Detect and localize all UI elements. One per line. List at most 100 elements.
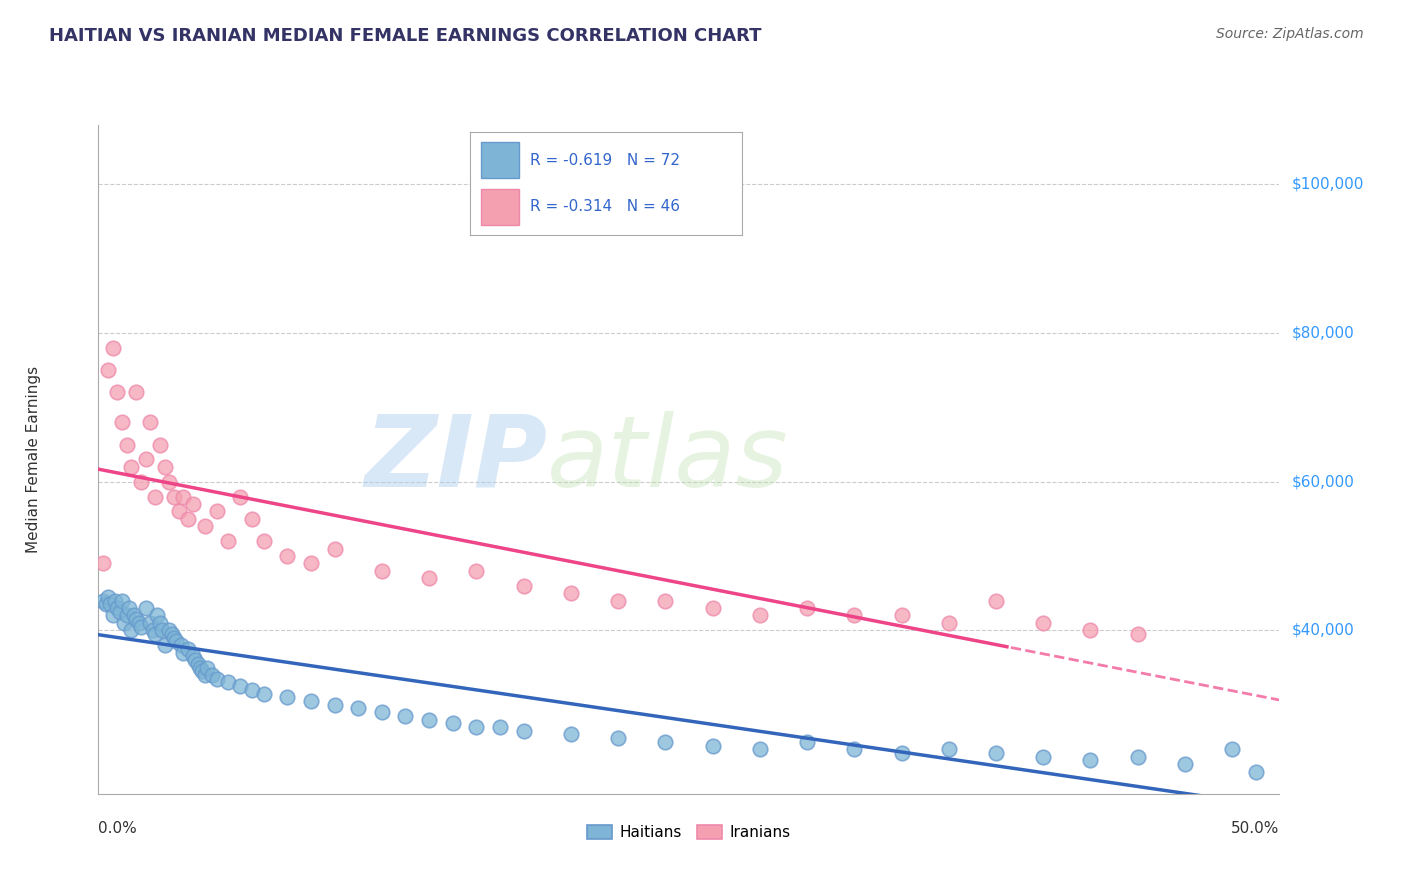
Point (188, 660, 211, 674)
Point (465, 564, 488, 578)
Point (1244, 764, 1267, 779)
Text: HAITIAN VS IRANIAN MEDIAN FEMALE EARNINGS CORRELATION CHART: HAITIAN VS IRANIAN MEDIAN FEMALE EARNING… (49, 27, 762, 45)
Point (111, 415, 134, 429)
Point (1174, 757, 1197, 772)
Point (135, 452, 157, 467)
Point (702, 739, 724, 753)
Point (276, 690, 298, 705)
Point (108, 605, 131, 619)
Point (149, 437, 172, 451)
Point (177, 512, 200, 526)
Point (157, 624, 180, 638)
Point (299, 694, 322, 708)
Point (240, 682, 263, 697)
Point (418, 571, 440, 585)
Point (371, 564, 394, 578)
Point (240, 512, 263, 526)
Point (229, 679, 252, 693)
Point (1032, 749, 1054, 764)
Point (371, 705, 394, 719)
Point (217, 534, 239, 549)
Point (1126, 627, 1149, 641)
Text: Source: ZipAtlas.com: Source: ZipAtlas.com (1216, 27, 1364, 41)
Text: $80,000: $80,000 (1291, 326, 1354, 341)
Point (205, 504, 228, 518)
Point (890, 746, 912, 760)
Point (167, 504, 190, 518)
Point (143, 490, 166, 504)
Point (560, 727, 582, 741)
Point (323, 541, 346, 556)
Point (938, 615, 960, 630)
Point (104, 593, 127, 607)
Point (844, 742, 866, 756)
Point (844, 608, 866, 623)
Point (97, 363, 120, 377)
Point (129, 619, 152, 633)
Point (194, 668, 217, 682)
Point (135, 601, 157, 615)
Point (194, 519, 217, 533)
Point (115, 437, 138, 451)
Text: $40,000: $40,000 (1291, 623, 1354, 638)
Point (607, 731, 630, 746)
Point (201, 668, 224, 682)
Point (253, 687, 276, 701)
Point (654, 735, 676, 749)
Point (748, 608, 770, 623)
Text: $100,000: $100,000 (1291, 177, 1364, 192)
Point (276, 549, 298, 563)
Text: atlas: atlas (547, 411, 789, 508)
Point (938, 742, 960, 756)
Point (111, 593, 134, 607)
Point (654, 593, 676, 607)
Text: 0.0%: 0.0% (98, 821, 138, 836)
Point (121, 459, 143, 474)
Point (702, 601, 724, 615)
Point (153, 459, 176, 474)
Point (165, 634, 187, 648)
Point (94, 598, 117, 612)
Point (1032, 615, 1054, 630)
Point (163, 631, 186, 645)
Point (105, 385, 128, 400)
Point (149, 615, 172, 630)
Point (146, 608, 169, 623)
Point (125, 612, 148, 626)
Point (112, 615, 135, 630)
Point (118, 601, 141, 615)
Point (115, 608, 138, 623)
Point (1126, 749, 1149, 764)
Text: 50.0%: 50.0% (1232, 821, 1279, 836)
Point (195, 660, 218, 674)
Point (890, 608, 912, 623)
Point (143, 627, 166, 641)
Point (121, 624, 143, 638)
Point (1220, 742, 1243, 756)
Point (441, 716, 464, 731)
Point (217, 675, 239, 690)
Point (105, 601, 128, 615)
Point (229, 490, 252, 504)
Point (205, 672, 228, 686)
Point (91, 593, 114, 607)
Legend: Haitians, Iranians: Haitians, Iranians (581, 819, 797, 847)
Point (607, 593, 630, 607)
Point (97, 590, 120, 604)
Point (128, 615, 150, 630)
Point (191, 664, 214, 679)
Point (512, 579, 534, 593)
Point (418, 713, 440, 727)
Point (187, 657, 209, 671)
Point (160, 627, 183, 641)
Point (153, 638, 176, 652)
Point (101, 341, 124, 355)
Point (139, 415, 162, 429)
Point (170, 638, 193, 652)
Point (984, 746, 1007, 760)
Point (1080, 753, 1102, 767)
Point (181, 497, 204, 511)
Point (253, 534, 276, 549)
Point (157, 475, 180, 489)
Point (98, 598, 121, 612)
